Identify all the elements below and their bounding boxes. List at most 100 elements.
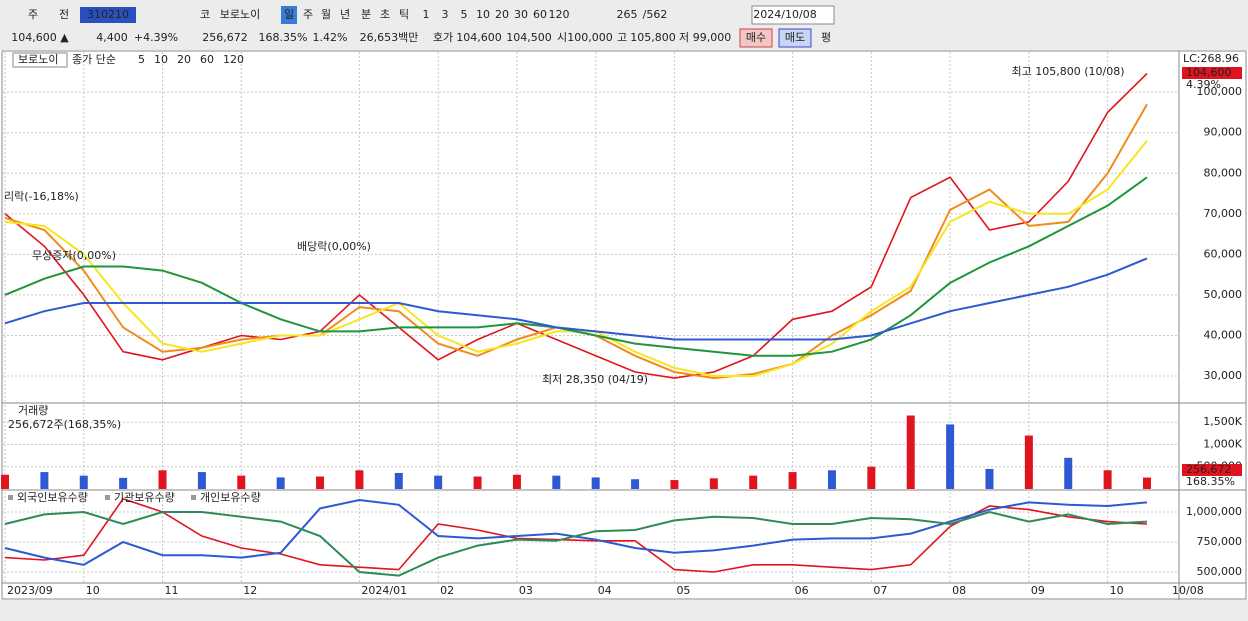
legend-entry: 개인보유수량	[200, 491, 261, 504]
toolbar-button[interactable]: 보로노이	[220, 8, 260, 21]
toolbar-button[interactable]: 10	[476, 8, 490, 21]
toolbar-button[interactable]: 년	[340, 8, 350, 21]
side-label: 104,600	[1186, 66, 1232, 79]
legend-entry: 20	[177, 53, 191, 66]
volume-bar	[985, 468, 994, 489]
y-tick-label: 40,000	[1204, 328, 1243, 341]
toolbar-button[interactable]: 월	[321, 8, 331, 21]
series-line	[4, 176, 1148, 357]
annotation: 최저 28,350 (04/19)	[542, 373, 648, 386]
quote-field: 104,500	[506, 31, 552, 44]
annotation: 리락(-16,18%)	[4, 190, 79, 203]
volume-bar	[473, 476, 482, 489]
toolbar-button[interactable]: 코	[200, 8, 210, 21]
toolbar-button[interactable]: 265	[617, 8, 638, 21]
volume-bar	[709, 478, 718, 489]
toolbar-button[interactable]: 310210	[87, 8, 129, 21]
legend-swatch	[8, 495, 13, 500]
buy-button-bg	[739, 28, 773, 48]
y-tick-label: 1,000,000	[1186, 505, 1242, 518]
volume-bar	[355, 470, 364, 489]
toolbar-button[interactable]: 일	[284, 7, 294, 21]
volume-bar	[79, 475, 88, 489]
toolbar-button[interactable]: 30	[514, 8, 528, 21]
volume-bar	[827, 470, 836, 489]
legend-entry: 10	[154, 53, 168, 66]
quote-field[interactable]: 매수	[746, 31, 766, 44]
last-price-box	[1182, 67, 1242, 79]
volume-bar	[276, 477, 285, 489]
quote-field: 104,600	[456, 31, 502, 44]
quote-field: 고	[617, 31, 627, 44]
toolbar-button[interactable]: 120	[549, 8, 570, 21]
y-tick-label: 60,000	[1204, 247, 1243, 260]
quote-field[interactable]: 평	[821, 31, 831, 44]
volume-bar	[158, 470, 167, 489]
volume-bar	[40, 472, 49, 489]
quote-field: +4.39%	[134, 31, 178, 44]
code-box	[80, 7, 136, 23]
toolbar-button[interactable]: 60	[533, 8, 547, 21]
volume-bar	[316, 476, 325, 489]
volume-bar	[867, 466, 876, 489]
volume-bar	[1064, 457, 1073, 489]
toolbar-button[interactable]: 3	[442, 8, 449, 21]
toolbar-button[interactable]: 1	[423, 8, 430, 21]
toolbar-button[interactable]: 주	[28, 8, 38, 21]
volume-bar	[946, 424, 955, 489]
volume-bar	[434, 475, 443, 489]
y-tick-label: 500,000	[1197, 565, 1243, 578]
side-label: 4.39%	[1186, 78, 1221, 91]
quote-field[interactable]: 매도	[785, 31, 805, 44]
quote-field: 시	[557, 31, 567, 44]
volume-bar	[1, 474, 9, 489]
toolbar-button[interactable]: 20	[495, 8, 509, 21]
annotation: 무상증자(0,00%)	[32, 249, 116, 262]
name-box	[12, 52, 68, 68]
quote-field: 저	[679, 31, 689, 44]
legend-swatch	[105, 495, 110, 500]
x-tick-label: 03	[519, 584, 533, 597]
x-tick-label: 08	[952, 584, 966, 597]
volume-bar	[749, 475, 758, 489]
x-tick-label: 07	[873, 584, 887, 597]
quote-field: 168.35%	[259, 31, 308, 44]
x-tick-label: 10	[86, 584, 100, 597]
y-tick-label: 1,500K	[1203, 415, 1242, 428]
volume-bar	[591, 477, 600, 489]
y-tick-label: 100,000	[1197, 85, 1243, 98]
quote-field: 1.42%	[313, 31, 348, 44]
toolbar-button[interactable]: 분	[361, 8, 371, 21]
x-tick-label: 05	[676, 584, 690, 597]
quote-field: 256,672	[202, 31, 248, 44]
toolbar-button[interactable]: /562	[643, 8, 668, 21]
volume-bar	[552, 475, 561, 489]
toolbar-button[interactable]: 5	[461, 8, 468, 21]
quote-field: 104,600 ▲	[11, 31, 69, 44]
quote-field: 100,000	[567, 31, 613, 44]
legend-prefix: 종가 단순	[72, 53, 116, 66]
volume-bar	[788, 472, 797, 489]
x-tick-label: 11	[165, 584, 179, 597]
y-tick-label: 1,000K	[1203, 437, 1242, 450]
annotation: 배당락(0,00%)	[297, 240, 371, 253]
x-tick-label: 2024/01	[361, 584, 407, 597]
x-tick-label: 2023/09	[7, 584, 53, 597]
toolbar-button[interactable]: 전	[59, 8, 69, 21]
toolbar-button[interactable]: 2024/10/08	[753, 8, 816, 21]
toolbar-button[interactable]: 주	[303, 8, 313, 21]
x-tick-label: 06	[795, 584, 809, 597]
x-tick-label: 10	[1110, 584, 1124, 597]
volume-summary: 256,672주(168,35%)	[8, 418, 121, 431]
toolbar-button[interactable]: 틱	[399, 8, 409, 21]
y-tick-label: 90,000	[1204, 126, 1243, 139]
toolbar-button[interactable]: 초	[380, 8, 390, 21]
side-label: 256,672	[1186, 463, 1232, 476]
side-label: 168.35%	[1186, 475, 1235, 488]
volume-bar	[1103, 470, 1112, 489]
volume-bar	[670, 480, 679, 489]
chart-frame	[1, 50, 1247, 600]
legend-entry: 120	[223, 53, 244, 66]
x-end-label: 10/08	[1172, 584, 1204, 597]
